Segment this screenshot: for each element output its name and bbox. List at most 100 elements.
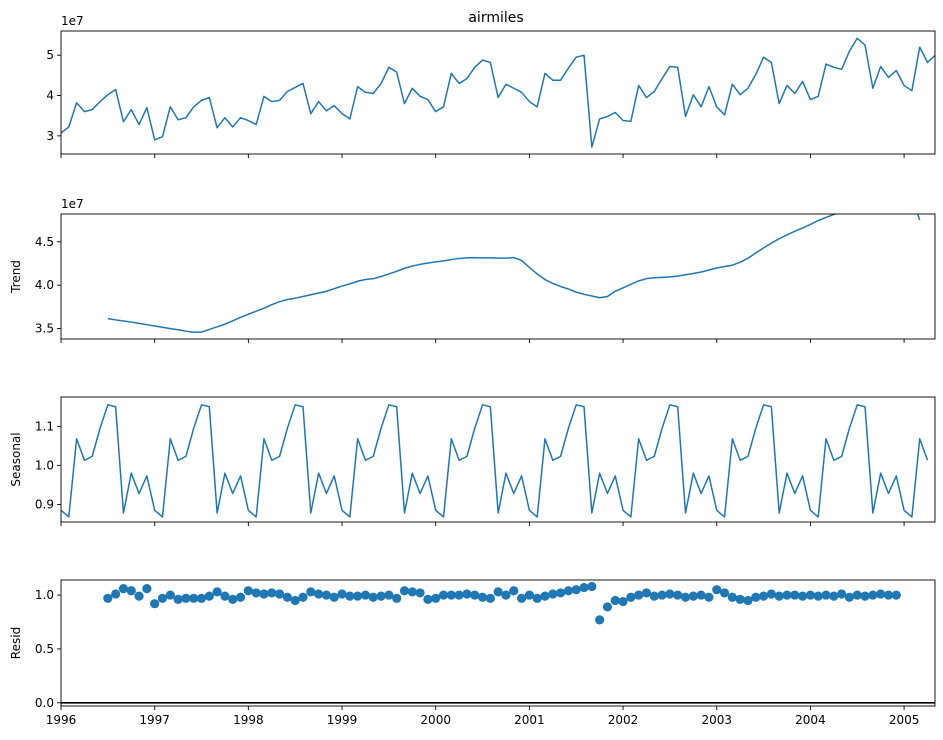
x-tick-label: 2002 [608, 713, 639, 727]
x-tick-label: 1999 [327, 713, 358, 727]
y-tick-label: 1.1 [35, 419, 54, 433]
resid-point [150, 599, 160, 609]
x-tick-label: 2005 [889, 713, 920, 727]
resid-point [595, 615, 605, 625]
resid-point [587, 581, 597, 592]
y-tick-label: 4 [46, 89, 54, 103]
resid-point [883, 590, 894, 600]
resid-point [173, 594, 183, 604]
trend-line [107, 214, 921, 333]
resid-point [751, 592, 761, 602]
resid-point [673, 590, 683, 600]
resid-point [509, 586, 519, 596]
subplot-resid: 0.0 0.5 1.0 1996 1997 1998 1999 2000 2001 2002 200… [9, 579, 936, 727]
resid-point [181, 593, 191, 603]
y-tick-label: 5 [46, 48, 54, 62]
resid-point [103, 593, 113, 603]
resid-point [423, 594, 433, 604]
resid-point [704, 592, 714, 602]
resid-point [641, 588, 652, 598]
plot-frame [60, 396, 936, 523]
resid-point [782, 590, 792, 600]
resid-point [157, 593, 168, 603]
y-tick-label: 1.0 [35, 458, 54, 472]
resid-point [189, 593, 199, 603]
resid-point [251, 588, 261, 598]
subplot-observed: 3 4 5 1e7 [46, 14, 936, 158]
resid-point [118, 584, 129, 594]
resid-point [267, 588, 277, 598]
resid-point [774, 591, 784, 601]
resid-point [259, 589, 269, 599]
resid-point [680, 592, 691, 602]
resid-point [540, 591, 550, 601]
resid-point [329, 592, 339, 602]
resid-point [290, 595, 300, 606]
resid-point [735, 594, 745, 604]
resid-point [696, 590, 706, 600]
x-tick-label: 2003 [701, 713, 732, 727]
offset-label: 1e7 [61, 14, 84, 28]
resid-point [392, 593, 402, 603]
resid-point [220, 591, 230, 601]
resid-point [719, 588, 730, 598]
resid-point [571, 585, 581, 595]
resid-point [891, 590, 901, 600]
resid-point [228, 594, 238, 604]
resid-point [196, 593, 207, 603]
resid-point [618, 596, 628, 607]
plot-frame [60, 213, 936, 340]
x-tick-label: 1996 [46, 713, 77, 727]
resid-point [860, 591, 870, 601]
resid-point [399, 586, 410, 596]
resid-point [111, 589, 121, 599]
resid-point [602, 602, 613, 612]
resid-point [321, 590, 332, 600]
subplot-seasonal: 0.9 1.0 1.1 Seasonal [9, 396, 936, 526]
resid-point [345, 591, 355, 601]
subplot-trend: 3.5 4.0 4.5 1e7 Trend [9, 197, 936, 343]
resid-point [790, 590, 800, 600]
resid-point [758, 591, 769, 601]
resid-point [634, 590, 644, 600]
resid-point [493, 587, 503, 597]
x-tick-label: 2001 [514, 713, 545, 727]
plot-frame [60, 579, 936, 707]
resid-point [766, 589, 776, 599]
x-tick-label: 1998 [233, 713, 264, 727]
resid-point [462, 589, 472, 599]
resid-point [415, 588, 425, 598]
resid-point [524, 590, 534, 600]
resid-point [610, 595, 620, 606]
resid-point [548, 589, 558, 599]
resid-point [657, 590, 667, 600]
resid-point [868, 590, 878, 600]
resid-point [134, 591, 144, 601]
resid-point [337, 589, 347, 599]
y-tick-label: 3 [46, 129, 54, 143]
y-tick-label: 1.0 [35, 588, 54, 602]
resid-point [798, 591, 808, 601]
resid-point [306, 587, 316, 597]
y-axis-label: Seasonal [9, 432, 23, 486]
resid-point [556, 588, 566, 598]
resid-point [282, 592, 292, 602]
resid-point [235, 592, 246, 602]
resid-point [712, 585, 722, 595]
y-tick-label: 0.5 [35, 642, 54, 656]
resid-point [454, 590, 464, 600]
resid-point [431, 593, 441, 603]
chart-title: airmiles [468, 10, 523, 26]
observed-line [61, 37, 935, 148]
subplot-panels: 3 4 5 1e7 3.5 4.0 4.5 1e7 Trend 0.9 1.0 1.1 Seasonal… [9, 14, 936, 727]
y-tick-label: 3.5 [35, 322, 54, 336]
resid-point [368, 592, 378, 602]
y-axis-label: Trend [9, 260, 23, 294]
resid-point [243, 586, 253, 596]
resid-point [126, 586, 136, 596]
resid-point [470, 590, 480, 600]
y-tick-label: 4.5 [35, 235, 54, 249]
resid-point [727, 592, 737, 602]
offset-label: 1e7 [61, 197, 84, 211]
